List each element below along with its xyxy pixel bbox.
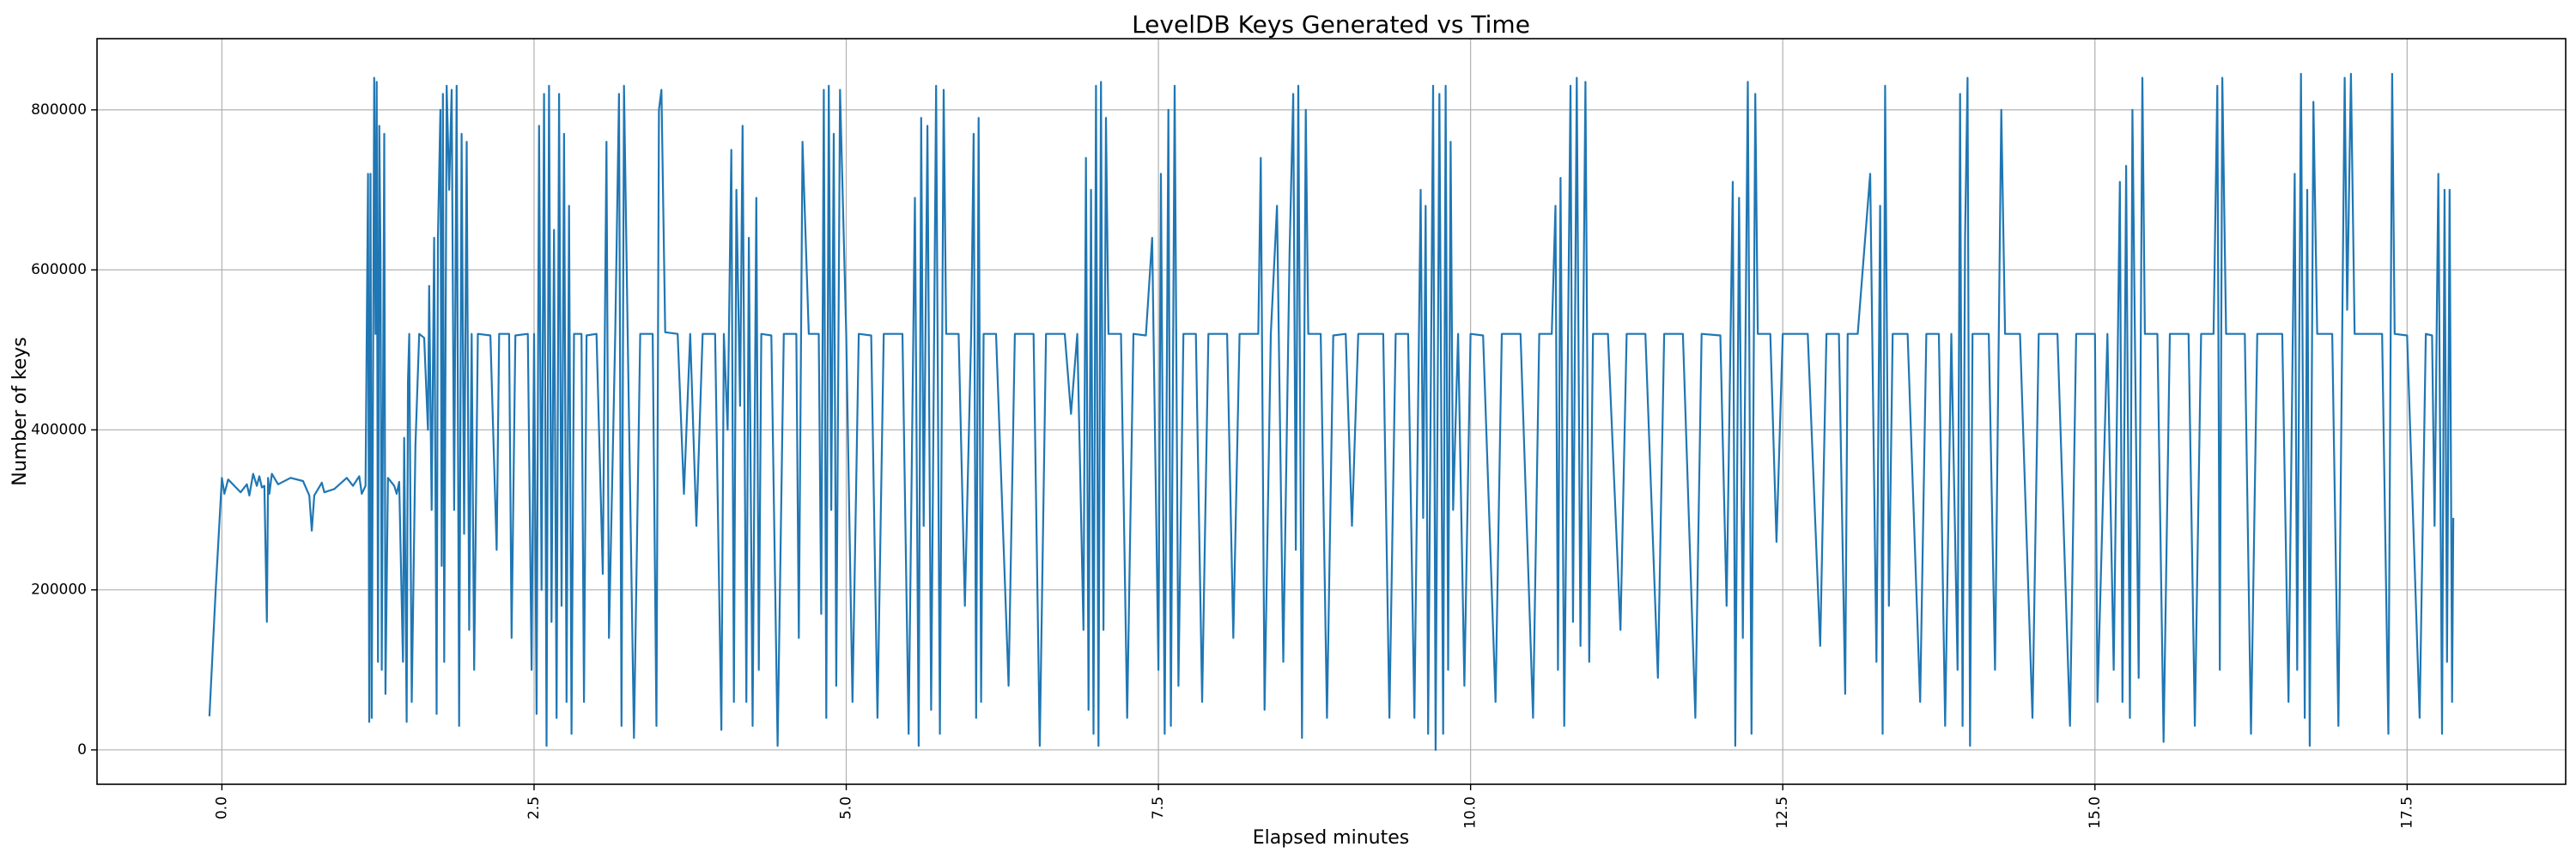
series-line-keys — [208, 72, 2455, 752]
x-tick-label: 12.5 — [1774, 796, 1791, 829]
y-axis: 0 200000 400000 600000 800000 — [31, 101, 97, 758]
y-tick-label: 0 — [77, 741, 87, 758]
x-tick-label: 5.0 — [838, 796, 855, 819]
y-tick-label: 200000 — [31, 582, 87, 599]
y-tick-label: 800000 — [31, 101, 87, 119]
x-axis: 0.0 2.5 5.0 7.5 10.0 12.5 15.0 17.5 — [213, 784, 2415, 829]
x-tick-label: 15.0 — [2087, 796, 2104, 829]
y-tick-label: 600000 — [31, 261, 87, 278]
x-tick-label: 0.0 — [213, 796, 230, 819]
x-axis-label: Elapsed minutes — [1253, 827, 1409, 849]
x-tick-label: 7.5 — [1150, 796, 1167, 819]
x-tick-label: 17.5 — [2398, 796, 2415, 829]
x-tick-label: 2.5 — [526, 796, 543, 819]
x-tick-label: 10.0 — [1462, 796, 1479, 829]
series-layer — [208, 72, 2455, 752]
y-axis-label: Number of keys — [9, 337, 31, 486]
chart-title: LevelDB Keys Generated vs Time — [1132, 10, 1530, 39]
plot-frame — [96, 38, 2567, 785]
y-tick-label: 400000 — [31, 421, 87, 438]
